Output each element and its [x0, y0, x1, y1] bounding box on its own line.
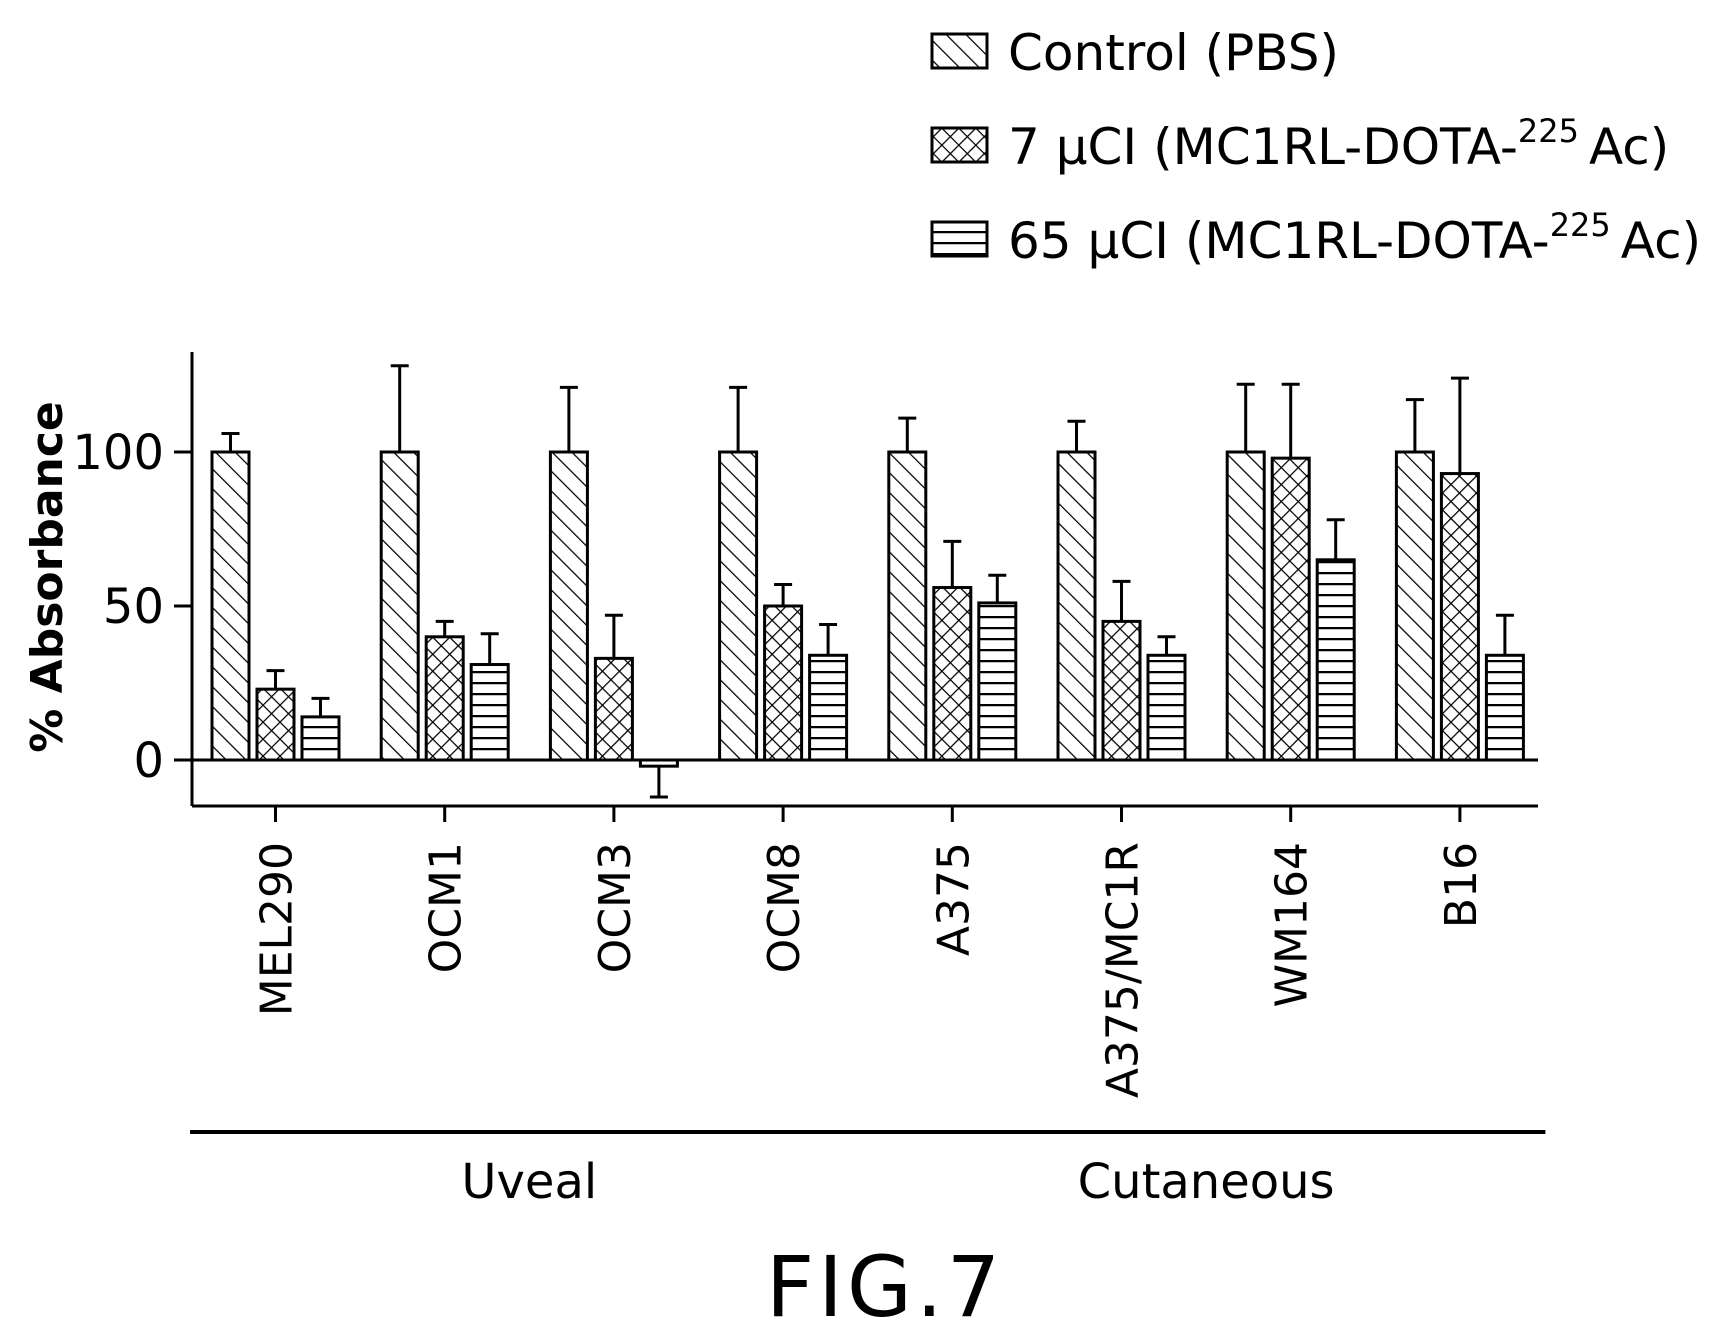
y-tick-label-100: 100	[72, 425, 164, 481]
bar-b16-s0	[1394, 450, 1435, 762]
bar-b16-s1	[1439, 472, 1480, 762]
error-bars-layer	[221, 364, 1514, 799]
bar-a375-mc1r-s1	[1101, 619, 1142, 762]
bar-ocm1-s0	[379, 450, 420, 762]
legend-label-65uci-sup: 225	[1550, 206, 1611, 244]
x-tick-label-b16: B16	[1436, 842, 1487, 928]
group-label-cutaneous: Cutaneous	[1078, 1154, 1335, 1210]
bar-ocm8-s0	[718, 450, 759, 762]
legend-swatch-control	[930, 32, 989, 70]
bar-wm164-s1	[1270, 456, 1311, 762]
bar-ocm3-s0	[548, 450, 589, 762]
bar-b16-s2	[1484, 653, 1525, 762]
bar-ocm3-s1	[593, 656, 634, 762]
legend-label-7uci-prefix: 7 μCI (MC1RL-DOTA-	[1008, 118, 1518, 176]
x-tick-label-a375: A375	[928, 842, 979, 956]
bar-ocm8-s1	[763, 604, 804, 762]
bar-ocm1-s1	[424, 635, 465, 762]
bar-mel290-s1	[255, 687, 296, 762]
bar-a375-mc1r-s0	[1056, 450, 1097, 762]
bar-wm164-s2	[1315, 558, 1356, 762]
y-axis-title: % Absorbance	[22, 401, 73, 753]
legend-item-65uci: 65 μCI (MC1RL-DOTA-225 Ac)	[930, 206, 1701, 270]
bar-a375-mc1r-s2	[1146, 653, 1187, 762]
axes-layer: 0 50 100	[72, 352, 1538, 822]
group-brackets-layer: Uveal Cutaneous	[190, 1130, 1546, 1210]
legend: Control (PBS) 7 μCI (MC1RL-DOTA-225 Ac) 6…	[930, 24, 1701, 270]
x-tick-label-ocm1: OCM1	[421, 842, 472, 973]
legend-label-65uci-suffix: Ac)	[1621, 212, 1701, 270]
legend-item-control: Control (PBS)	[930, 24, 1339, 82]
figure-label: FIG.7	[766, 1238, 1004, 1333]
x-tick-label-ocm3: OCM3	[590, 842, 641, 973]
legend-label-65uci-prefix: 65 μCI (MC1RL-DOTA-	[1008, 212, 1550, 270]
x-tick-label-mel290: MEL290	[252, 842, 303, 1016]
legend-label-7uci-suffix: Ac)	[1589, 118, 1669, 176]
legend-item-7uci: 7 μCI (MC1RL-DOTA-225 Ac)	[930, 112, 1669, 176]
legend-label-65uci: 65 μCI (MC1RL-DOTA-225 Ac)	[1008, 206, 1701, 270]
y-tick-label-0: 0	[133, 733, 164, 789]
bars-layer	[210, 450, 1525, 768]
bar-a375-s1	[932, 586, 973, 762]
legend-label-7uci-sup: 225	[1518, 112, 1579, 150]
bar-mel290-s2	[300, 715, 341, 762]
bar-mel290-s0	[210, 450, 251, 762]
legend-label-control: Control (PBS)	[1008, 24, 1339, 82]
category-labels-layer: MEL290 OCM1 OCM3 OCM8 A375 A375/MC1R WM164 B16	[252, 842, 1487, 1098]
x-tick-label-wm164: WM164	[1267, 842, 1318, 1007]
group-label-uveal: Uveal	[461, 1154, 597, 1210]
legend-swatch-7uci	[930, 126, 989, 164]
bar-ocm8-s2	[808, 653, 849, 762]
x-tick-label-a375-mc1r: A375/MC1R	[1098, 842, 1149, 1098]
bar-a375-s2	[977, 601, 1018, 762]
bar-a375-s0	[887, 450, 928, 762]
bar-ocm1-s2	[469, 663, 510, 762]
legend-swatch-65uci	[930, 220, 989, 258]
x-tick-label-ocm8: OCM8	[759, 842, 810, 973]
bar-wm164-s0	[1225, 450, 1266, 762]
y-tick-label-50: 50	[103, 579, 164, 635]
legend-label-7uci: 7 μCI (MC1RL-DOTA-225 Ac)	[1008, 112, 1669, 176]
